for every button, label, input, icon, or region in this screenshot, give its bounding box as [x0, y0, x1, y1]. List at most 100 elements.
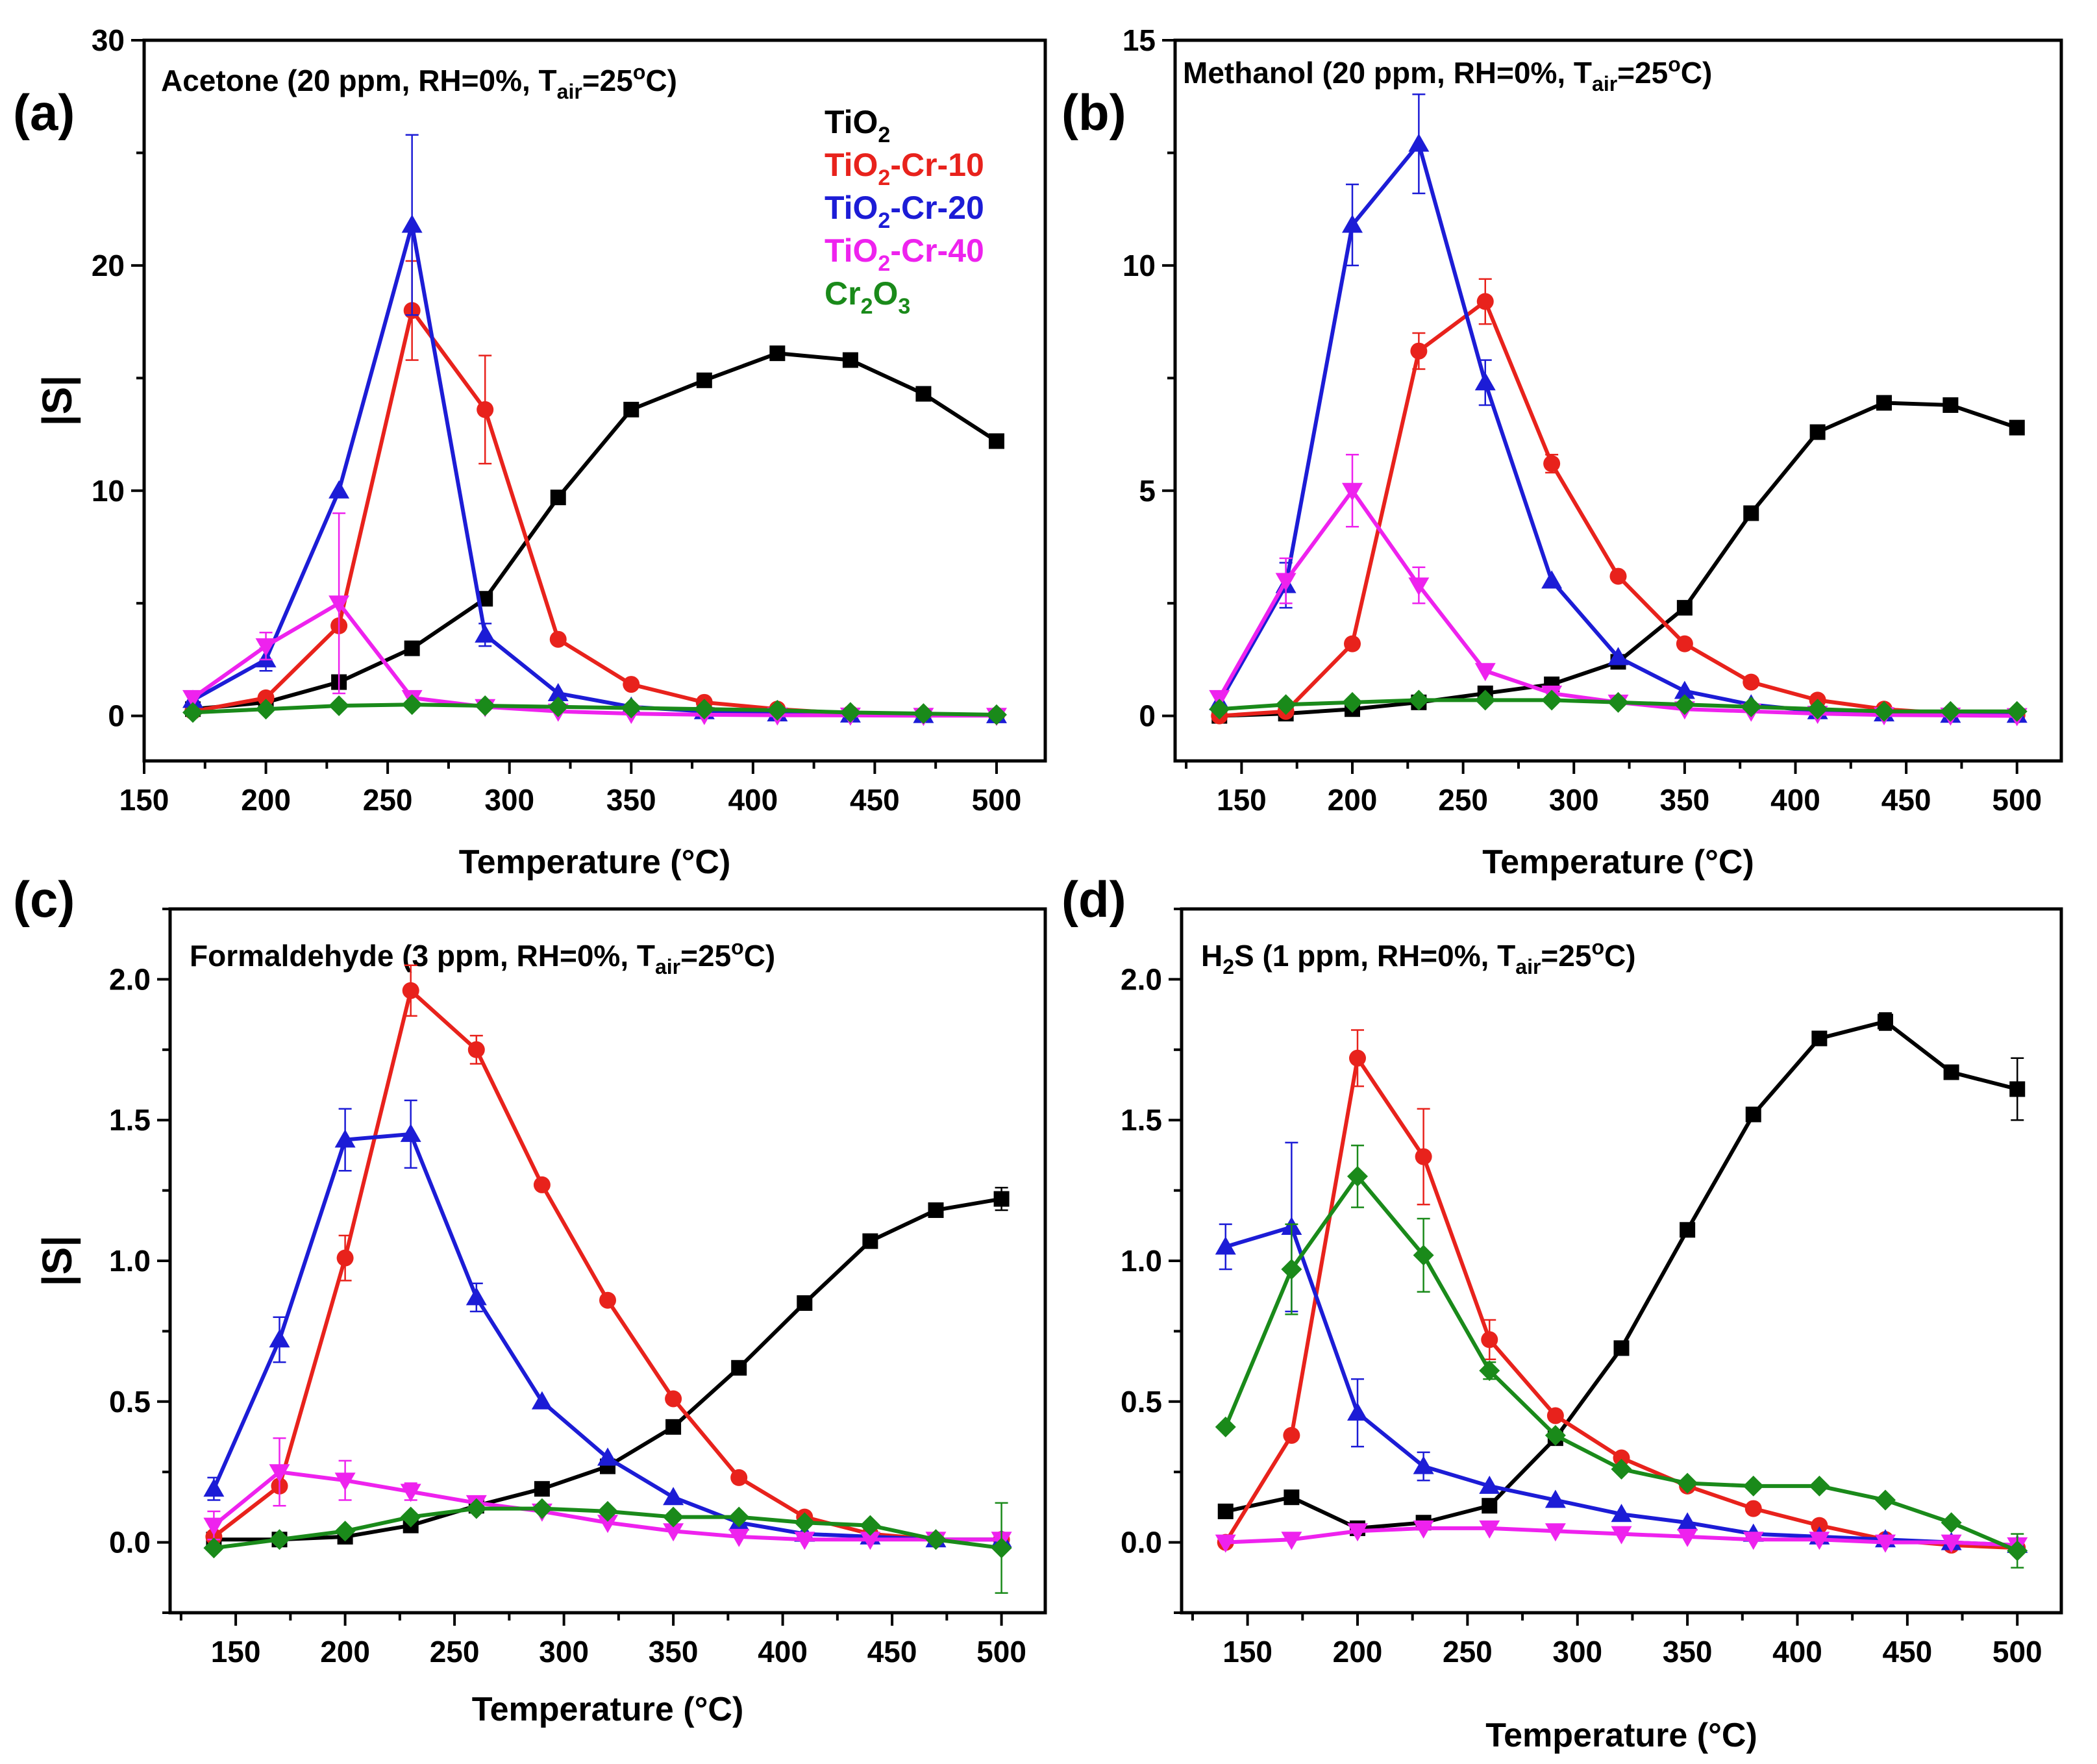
data-point [1344, 635, 1361, 652]
data-point [401, 214, 423, 233]
data-point [1876, 395, 1892, 411]
y-tick-label: 0.0 [109, 1526, 151, 1559]
data-point [1546, 1407, 1564, 1424]
y-tick-label: 10 [1123, 249, 1156, 282]
y-tick-label: 0 [108, 699, 125, 733]
data-point [2009, 1081, 2026, 1097]
data-point [269, 1464, 290, 1483]
x-tick-label: 250 [363, 783, 413, 817]
data-point [1611, 1504, 1632, 1522]
data-point [336, 1249, 354, 1267]
chart-title: Acetone (20 ppm, RH=0%, Tair=25oC) [161, 60, 677, 103]
data-point [1281, 1532, 1302, 1550]
panel-letter: (a) [13, 84, 75, 141]
data-point [665, 1419, 682, 1435]
data-point [467, 1041, 485, 1058]
data-point [1275, 694, 1297, 715]
x-tick-label: 450 [1883, 1635, 1933, 1669]
series-line [192, 601, 997, 718]
data-point [1677, 1528, 1698, 1547]
data-point [2009, 419, 2025, 436]
chart-panel-4: (d) 150 200 250 300 350 400 450 500 0.0 0.5 1.0 1.5 2… [1061, 871, 2063, 1754]
data-point [1743, 1475, 1764, 1497]
chart-panel-2: (b) 150 200 250 300 350 400 450 500 0 5 10 15 Tempera… [1061, 23, 2063, 881]
series-cr2o3 [1209, 689, 2028, 722]
series-cr2o3 [182, 694, 1007, 725]
data-point [255, 699, 277, 720]
x-tick-label: 150 [119, 783, 169, 817]
x-tick-label: 300 [1552, 1635, 1602, 1669]
data-point [465, 1498, 487, 1519]
data-point [1743, 505, 1759, 521]
y-tick-label: 10 [92, 474, 125, 508]
data-point [1607, 691, 1629, 713]
data-point [400, 1506, 421, 1528]
y-tick-label: 0 [1139, 699, 1156, 733]
y-axis: 0.0 0.5 1.0 1.5 2.0 [109, 908, 170, 1614]
data-point [1745, 1106, 1761, 1123]
data-point [334, 1472, 356, 1491]
plot-frame [142, 38, 1047, 763]
y-axis-label: |S| [34, 375, 81, 427]
x-tick-label: 350 [606, 783, 656, 817]
data-point [1676, 600, 1693, 616]
x-tick-label: 400 [1772, 1635, 1822, 1669]
data-point [550, 490, 566, 506]
x-tick-label: 300 [1549, 783, 1599, 817]
chart-title: Formaldehyde (3 ppm, RH=0%, Tair=25oC) [190, 936, 775, 978]
data-point [1347, 1523, 1368, 1542]
data-point [1541, 570, 1563, 589]
data-point [913, 703, 934, 725]
data-point [1275, 573, 1297, 591]
data-point [203, 1537, 225, 1559]
data-point [1479, 1475, 1500, 1494]
data-point [1215, 1534, 1236, 1553]
data-point [334, 1129, 356, 1148]
data-point [255, 638, 277, 657]
data-point [1677, 1472, 1698, 1494]
data-point [1941, 1512, 1962, 1534]
data-point [663, 1523, 684, 1542]
data-point [728, 1506, 750, 1528]
series-line [192, 702, 997, 717]
data-point [1875, 1489, 1896, 1511]
data-point [1676, 635, 1693, 652]
y-tick-label: 1.5 [1121, 1103, 1162, 1137]
x-tick-label: 200 [241, 783, 291, 817]
data-point [696, 372, 712, 388]
data-point [475, 695, 496, 717]
series-cr2o3 [1215, 1144, 2028, 1569]
y-axis: 0 10 20 30 [92, 23, 144, 733]
data-point [794, 1532, 815, 1550]
x-tick-label: 450 [1881, 783, 1931, 817]
series-cr2o3 [203, 1498, 1012, 1594]
x-axis: 150 200 250 300 350 400 450 500 [1185, 761, 2042, 817]
data-point [728, 1528, 750, 1547]
x-tick-label: 350 [1660, 783, 1710, 817]
chart-panel-1: (a) 150 200 250 300 350 400 450 500 0 10 20 30 Temper… [13, 23, 1047, 881]
data-point [1342, 482, 1363, 501]
legend-entry: TiO2-Cr-10 [825, 147, 984, 190]
data-point [400, 1484, 421, 1502]
data-point [404, 640, 420, 656]
data-point [2006, 701, 2028, 722]
data-point [549, 630, 567, 648]
data-point [1611, 1458, 1632, 1480]
legend-entry: TiO2-Cr-40 [825, 232, 984, 276]
x-axis-label: Temperature (°C) [1482, 843, 1754, 881]
y-tick-label: 1.0 [1121, 1244, 1162, 1278]
x-tick-label: 500 [976, 1635, 1026, 1669]
data-point [1413, 1456, 1434, 1474]
x-axis: 150 200 250 300 350 400 450 500 [119, 761, 1021, 817]
data-point [928, 1202, 944, 1218]
data-point [1347, 1402, 1368, 1421]
x-tick-label: 250 [430, 1635, 480, 1669]
x-axis-label: Temperature (°C) [1485, 1717, 1757, 1754]
x-tick-label: 500 [1992, 1635, 2042, 1669]
data-point [1408, 689, 1430, 711]
x-tick-label: 300 [484, 783, 534, 817]
data-point [1410, 342, 1428, 360]
data-point [547, 682, 569, 701]
